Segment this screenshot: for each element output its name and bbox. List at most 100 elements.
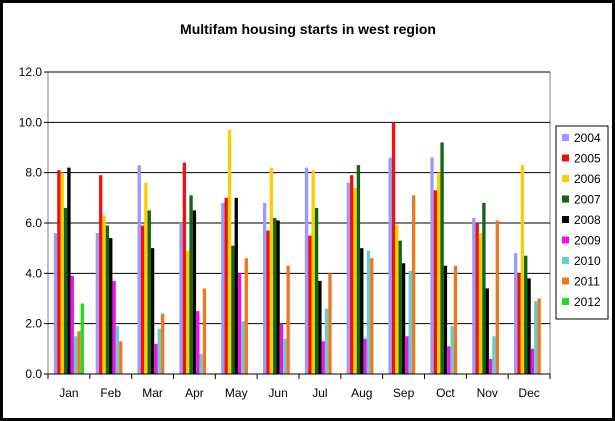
bars	[53, 122, 541, 374]
legend-label-2006: 2006	[574, 172, 601, 186]
bar-2008-May	[234, 197, 238, 374]
bar-2005-Oct	[433, 190, 438, 374]
bar-2007-Nov	[482, 202, 486, 374]
bar-2004-Apr	[179, 223, 183, 374]
x-tick-label: Jun	[268, 386, 287, 400]
bar-2008-Aug	[360, 248, 364, 374]
bar-2005-Apr	[182, 162, 187, 374]
bar-2009-Nov	[488, 358, 493, 374]
bar-2004-Sep	[388, 157, 392, 374]
legend-swatch-2012	[562, 298, 569, 305]
y-tick-label: 2.0	[25, 317, 42, 331]
legend-swatch-2007	[562, 195, 569, 203]
bar-2008-Nov	[485, 288, 489, 374]
bar-2004-Jun	[263, 202, 267, 374]
x-tick-label: Apr	[185, 386, 204, 400]
bar-2010-Apr	[199, 353, 203, 374]
bar-2010-Jan	[73, 336, 78, 374]
bar-2005-Sep	[391, 122, 396, 374]
bar-2011-Nov	[495, 220, 499, 374]
bar-2004-Aug	[346, 182, 351, 374]
bar-2008-Jul	[318, 280, 322, 374]
bar-2005-Nov	[475, 223, 479, 374]
bar-2008-Oct	[443, 265, 448, 374]
y-tick-label: 0.0	[25, 367, 42, 381]
chart-frame: Multifam housing starts in west region 0…	[3, 3, 612, 418]
x-tick-label: Sep	[393, 386, 415, 400]
bar-2007-Dec	[524, 255, 528, 374]
legend-label-2012: 2012	[574, 295, 601, 309]
bar-2007-Aug	[356, 165, 361, 374]
bar-2010-Jul	[324, 308, 329, 374]
x-axis-ticks: Jan Feb Mar Apr May Jun Jul Aug Sep Oct Nov Dec	[47, 374, 551, 400]
bar-2004-Feb	[95, 233, 100, 374]
bar-2009-May	[237, 273, 242, 374]
legend-swatch-2004	[562, 134, 569, 141]
bar-2009-Apr	[196, 311, 200, 374]
bar-2007-Feb	[105, 225, 110, 374]
bar-2011-Jan	[77, 331, 81, 374]
legend-label-2010: 2010	[574, 254, 601, 268]
bar-2008-Jun	[276, 220, 280, 374]
legend-label-2007: 2007	[574, 193, 601, 207]
legend-label-2009: 2009	[574, 234, 601, 248]
bar-2006-Sep	[395, 225, 399, 374]
chart-title: Multifam housing starts in west region	[180, 21, 436, 37]
bar-2010-Mar	[157, 328, 161, 374]
bar-2009-Oct	[447, 346, 451, 374]
bar-2009-Aug	[363, 338, 367, 374]
bar-2010-Oct	[450, 326, 454, 374]
bar-2010-Aug	[366, 250, 371, 374]
bar-2008-Feb	[109, 238, 113, 374]
legend-label-2005: 2005	[574, 152, 601, 166]
bar-2005-Mar	[140, 225, 145, 374]
y-tick-label: 4.0	[25, 266, 42, 280]
bar-2007-Mar	[147, 210, 151, 374]
bar-2007-May	[231, 245, 235, 374]
bar-2007-Jun	[273, 217, 277, 374]
legend: 2004 2005 2006 2007 2008 2009 2010 2011 2012	[555, 125, 609, 320]
bar-2009-Jan	[70, 275, 74, 374]
chart-svg: Multifam housing starts in west region 0…	[19, 21, 609, 400]
y-axis-ticks: 0.0 2.0 4.0 6.0 8.0 10.0 12.0	[19, 65, 48, 381]
bar-2005-Dec	[517, 273, 521, 374]
bar-2009-Mar	[154, 343, 158, 374]
bar-2011-Dec	[537, 298, 541, 374]
x-tick-label: Mar	[142, 386, 163, 400]
x-tick-label: Dec	[518, 386, 539, 400]
bar-2011-Jun	[286, 265, 290, 374]
bar-2012-Jan	[80, 303, 84, 374]
bar-2011-Feb	[119, 341, 123, 374]
bar-2007-Jul	[314, 207, 319, 374]
bar-2009-Feb	[112, 280, 116, 374]
bar-2008-Sep	[401, 263, 406, 374]
bar-2004-Jan	[53, 233, 58, 374]
bar-2005-Feb	[99, 175, 103, 374]
bar-2006-Feb	[102, 215, 106, 374]
bar-2006-Jul	[311, 170, 315, 374]
bar-2004-Mar	[137, 165, 141, 374]
legend-swatch-2010	[562, 257, 569, 264]
x-tick-label: Oct	[436, 386, 455, 400]
bar-2007-Apr	[189, 195, 193, 374]
x-tick-label: Aug	[351, 386, 372, 400]
bar-2009-Jun	[279, 323, 284, 374]
bar-2010-May	[241, 321, 245, 374]
bar-2009-Dec	[530, 348, 535, 374]
bar-2006-Mar	[144, 182, 148, 374]
bar-2008-Mar	[150, 248, 155, 374]
bar-2010-Feb	[115, 326, 120, 374]
x-tick-label: Jul	[312, 386, 327, 400]
y-tick-label: 6.0	[25, 216, 42, 230]
bar-2005-Jun	[266, 230, 270, 374]
bar-2007-Sep	[398, 240, 402, 374]
bar-2004-Oct	[430, 157, 434, 374]
bar-2005-May	[224, 197, 228, 374]
bar-2004-Jul	[304, 167, 309, 374]
bar-2007-Jan	[63, 207, 68, 374]
bar-2010-Sep	[408, 270, 412, 374]
bar-2008-Apr	[192, 210, 197, 374]
bar-2006-Oct	[437, 172, 441, 374]
legend-swatch-2011	[562, 277, 569, 285]
legend-label-2008: 2008	[574, 213, 601, 227]
